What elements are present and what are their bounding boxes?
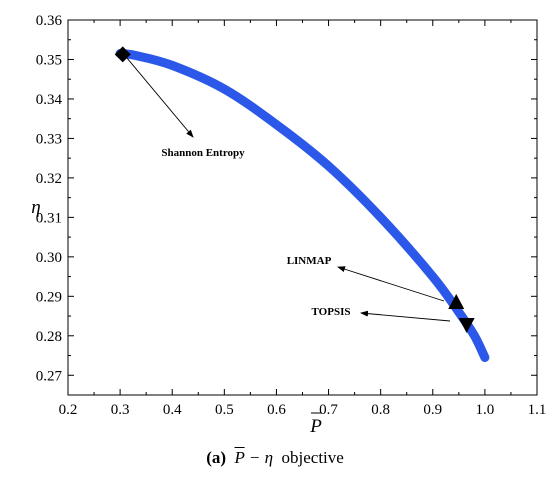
y-tick-label: 0.34 <box>36 92 63 108</box>
chart: 0.2 0.3 0.4 0.5 0.6 0.7 0.8 0.9 1.0 1.1 0.270.280… <box>31 13 547 437</box>
annotation-label: TOPSIS <box>312 306 351 318</box>
y-tick-label: 0.28 <box>36 329 62 345</box>
x-tick-label: 0.8 <box>371 402 390 418</box>
y-tick-label: 0.33 <box>36 131 62 147</box>
x-tick-label: 1.0 <box>476 402 495 418</box>
x-tick-label: 0.2 <box>59 402 78 418</box>
series-layer <box>115 49 490 362</box>
pareto-front-line <box>115 49 490 362</box>
x-tick-label: 1.1 <box>528 402 547 418</box>
x-tick-label: 0.4 <box>163 402 182 418</box>
x-tick-label: 0.5 <box>215 402 234 418</box>
y-tick-label: 0.29 <box>36 289 62 305</box>
x-axis-label: P <box>309 416 322 437</box>
caption-formula-rest: − η <box>244 448 273 467</box>
marker-triangle-down <box>458 317 475 333</box>
axis-ticks <box>67 19 538 395</box>
y-tick-label: 0.30 <box>36 250 62 266</box>
annotation-label: LINMAP <box>287 255 332 267</box>
x-tick-label: 0.6 <box>267 402 286 418</box>
y-axis-label: η <box>31 197 40 218</box>
caption-formula-symbol: P <box>234 448 245 467</box>
marker-diamond <box>114 46 131 63</box>
x-tick-label: 0.3 <box>111 402 130 418</box>
annotation-arrow <box>360 310 451 322</box>
annotation-label: Shannon Entropy <box>161 147 245 159</box>
plot-frame <box>67 19 538 396</box>
figure-caption: (a) P − η objective <box>0 448 550 468</box>
y-tick-label: 0.35 <box>36 52 62 68</box>
y-tick-label: 0.32 <box>36 171 62 187</box>
y-tick-label: 0.31 <box>36 210 62 226</box>
marker-layer <box>114 46 475 333</box>
annotation-arrow <box>126 57 194 138</box>
x-tick-label: 0.9 <box>423 402 442 418</box>
caption-suffix: objective <box>281 448 344 467</box>
y-tick-label: 0.27 <box>36 368 63 384</box>
x-tick-labels: 0.2 0.3 0.4 0.5 0.6 0.7 0.8 0.9 1.0 1.1 <box>59 402 547 418</box>
annotation-arrow <box>337 266 445 302</box>
annotation-layer: Shannon Entropy LINMAP TOPSIS <box>126 57 451 322</box>
y-tick-label: 0.36 <box>36 13 63 29</box>
y-tick-labels: 0.27 0.28 0.29 0.30 0.31 0.32 0.33 0.34 0.35 0.36 <box>36 13 63 384</box>
marker-triangle-up <box>448 294 465 310</box>
caption-label: (a) <box>206 448 227 467</box>
x-tick-label: 0.7 <box>319 402 338 418</box>
